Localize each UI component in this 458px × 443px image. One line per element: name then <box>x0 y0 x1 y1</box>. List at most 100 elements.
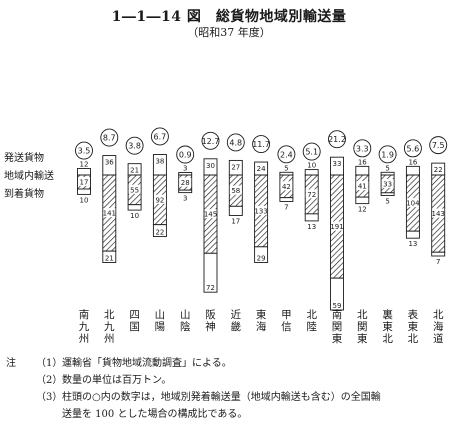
share-label: 2.4 <box>280 150 293 159</box>
bar-segment-incoming <box>127 204 142 211</box>
value-label-incoming: 22 <box>155 229 164 237</box>
share-label: 1.9 <box>381 150 394 159</box>
category-label-char: 山 <box>155 309 166 321</box>
share-label: 5.6 <box>407 144 420 153</box>
value-label-incoming: 3 <box>183 195 187 203</box>
bar-segment-incoming <box>178 189 193 194</box>
category-label-char: 神 <box>205 320 216 333</box>
value-label-internal: 104 <box>406 200 420 208</box>
value-label-bg <box>229 185 242 195</box>
value-label-bg <box>381 178 394 188</box>
category-label-char: 東 <box>357 332 368 345</box>
bar-segment-incoming <box>203 252 218 293</box>
value-label-incoming: 21 <box>105 254 114 262</box>
share-label: 11.7 <box>252 140 270 149</box>
category-label-char: 四 <box>129 309 140 321</box>
category-label-char: 関 <box>332 321 343 333</box>
note-text: 柱頭の○内の数字は，地域別発着輸送量（地域内輸送も含む）の全国輸 <box>62 392 381 403</box>
value-label-internal: 72 <box>307 191 316 199</box>
value-label-outgoing: 27 <box>231 163 240 171</box>
category-label-char: 州 <box>104 333 115 345</box>
category-label-char: 阪 <box>205 308 216 321</box>
category-label-char: 山 <box>180 309 191 321</box>
category-label-char: 北 <box>306 309 317 321</box>
bar-segment-incoming <box>254 246 269 263</box>
value-label-outgoing: 16 <box>358 158 367 166</box>
category-label-char: 北 <box>382 333 393 345</box>
note-text: 運輸省「貨物地域流動調査」による。 <box>62 358 232 369</box>
category-label-char: 陽 <box>155 321 166 333</box>
value-label-outgoing: 33 <box>333 160 342 168</box>
share-circle <box>125 136 144 155</box>
share-circle <box>252 135 271 153</box>
category-label-char: 北 <box>357 309 368 321</box>
value-label-incoming: 29 <box>257 254 266 262</box>
share-circle <box>302 142 321 161</box>
category-label-char: 道 <box>433 332 444 345</box>
bar-segment-incoming <box>405 230 420 239</box>
value-label-bg <box>179 177 192 187</box>
bar-segment-outgoing <box>77 168 91 176</box>
value-label-internal: 141 <box>103 210 116 218</box>
category-label-char: 南 <box>79 308 90 321</box>
value-label-incoming: 13 <box>408 240 417 248</box>
share-label: 3.8 <box>128 142 141 151</box>
category-label-char: 裏 <box>382 308 393 321</box>
bar-segment-incoming <box>102 250 117 263</box>
value-label-incoming: 12 <box>358 206 367 214</box>
value-label-outgoing: 10 <box>307 162 316 170</box>
category-label-char: 東 <box>408 320 419 333</box>
category-label-char: 九 <box>79 321 90 333</box>
share-label: 4.8 <box>229 138 242 147</box>
value-label-outgoing: 5 <box>385 164 389 172</box>
value-label-internal: 42 <box>282 183 291 191</box>
bar-segment-outgoing <box>405 165 420 176</box>
value-label-incoming: 7 <box>436 258 440 266</box>
value-label-outgoing: 30 <box>206 162 215 170</box>
category-label-char: 国 <box>129 321 140 333</box>
share-label: 3.5 <box>78 147 91 156</box>
bar-segment-incoming <box>228 205 243 216</box>
share-circle <box>328 130 346 149</box>
share-label: 0.9 <box>179 151 192 160</box>
value-label-internal: 55 <box>130 186 139 194</box>
share-circle <box>378 145 397 164</box>
bar-segment-incoming <box>279 197 294 202</box>
bar-segment-incoming <box>330 277 344 311</box>
value-label-internal: 143 <box>432 210 445 218</box>
value-label-bg <box>406 198 419 208</box>
value-label-outgoing: 24 <box>257 165 266 173</box>
category-label-char: 畿 <box>231 320 242 333</box>
category-label-char: 九 <box>104 321 115 333</box>
share-circle <box>75 141 93 160</box>
share-circle <box>277 145 296 164</box>
bar-segment-incoming <box>355 196 370 205</box>
value-label-incoming: 72 <box>206 284 215 292</box>
value-label-internal: 145 <box>204 211 217 219</box>
chart-subtitle: （昭和37 年度） <box>187 26 271 39</box>
notes-block: 注 （1） 運輸省「貨物地域流動調査」による。 （2） 数量の単位は百万トン。 … <box>6 355 454 423</box>
note-text: 数量の単位は百万トン。 <box>62 375 172 386</box>
share-circle <box>201 131 220 150</box>
legend-outgoing: 発送貨物 <box>4 153 44 164</box>
category-label-char: 北 <box>433 309 444 321</box>
share-label: 8.7 <box>103 134 116 143</box>
note-number: （1） <box>36 358 63 369</box>
value-label-internal: 191 <box>330 223 343 231</box>
value-label-internal: 28 <box>181 179 190 187</box>
value-label-outgoing: 16 <box>408 158 417 166</box>
share-circle <box>429 136 448 155</box>
value-label-outgoing: 5 <box>284 164 288 172</box>
category-label-char: 東 <box>382 320 393 333</box>
bar-segment-incoming <box>77 188 91 195</box>
share-label: 5.1 <box>305 148 318 157</box>
notes-head: 注 <box>6 358 16 369</box>
bar-segment-incoming <box>431 251 446 257</box>
note-number: （2） <box>36 375 63 386</box>
category-label-char: 北 <box>104 309 115 321</box>
bar-segment-incoming <box>152 224 167 238</box>
share-circle <box>353 139 372 158</box>
category-label-char: 陸 <box>306 320 317 333</box>
value-label-incoming: 10 <box>130 212 139 220</box>
bar-segment-outgoing <box>355 165 370 176</box>
